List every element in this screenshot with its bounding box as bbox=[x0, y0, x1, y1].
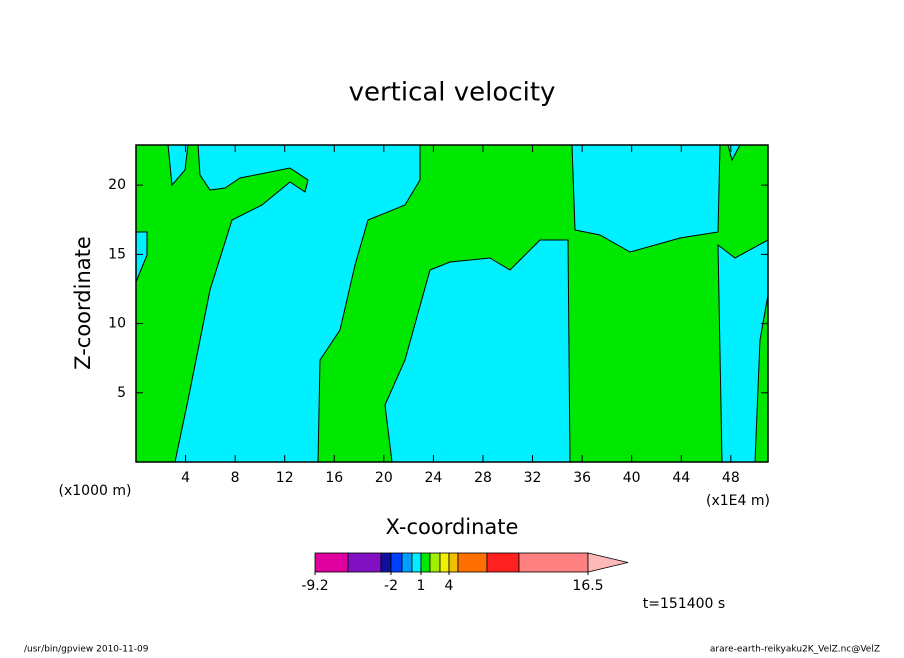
colorbar-segment bbox=[390, 552, 403, 573]
colorbar-segment bbox=[411, 552, 422, 573]
y-tick-label: 20 bbox=[108, 177, 126, 193]
colorbar-segment bbox=[486, 552, 520, 573]
footer-left: /usr/bin/gpview 2010-11-09 bbox=[24, 645, 149, 655]
colorbar-segment bbox=[448, 552, 459, 573]
contour-region bbox=[174, 144, 421, 463]
x-tick-label: 16 bbox=[325, 470, 343, 486]
footer-right: arare-earth-reikyaku2K_VelZ.nc@VelZ bbox=[710, 645, 880, 655]
x-scale-label: (x1E4 m) bbox=[706, 493, 770, 509]
plot-frame bbox=[135, 144, 769, 463]
x-tick-label: 12 bbox=[276, 470, 294, 486]
x-tick-label: 48 bbox=[722, 470, 740, 486]
x-tick-label: 20 bbox=[375, 470, 393, 486]
colorbar-segment bbox=[429, 552, 441, 573]
y-axis-title: Z-coordinate bbox=[71, 236, 95, 370]
colorbar-segment bbox=[518, 552, 589, 573]
colorbar-segment bbox=[420, 552, 431, 573]
contour-region bbox=[384, 239, 571, 463]
colorbar-segment bbox=[347, 552, 382, 573]
y-tick-label: 10 bbox=[108, 316, 126, 332]
colorbar-segment bbox=[457, 552, 488, 573]
colorbar-tick-label: 16.5 bbox=[572, 578, 603, 594]
colorbar-segment bbox=[401, 552, 413, 573]
colorbar-segment bbox=[380, 552, 392, 573]
y-scale-label: (x1000 m) bbox=[59, 483, 132, 499]
x-tick-label: 32 bbox=[524, 470, 542, 486]
x-tick-label: 44 bbox=[672, 470, 690, 486]
x-tick-label: 28 bbox=[474, 470, 492, 486]
colorbar-extension bbox=[587, 552, 629, 573]
x-tick-label: 4 bbox=[181, 470, 190, 486]
contour-region bbox=[571, 144, 721, 253]
y-tick-label: 15 bbox=[108, 246, 126, 262]
colorbar-tick-label: -9.2 bbox=[301, 578, 328, 594]
contour-field bbox=[135, 144, 769, 463]
colorbar-segment bbox=[314, 552, 349, 573]
x-axis-title: X-coordinate bbox=[386, 515, 519, 539]
chart-title: vertical velocity bbox=[349, 78, 556, 108]
y-tick-label: 5 bbox=[117, 385, 126, 401]
x-tick-label: 40 bbox=[623, 470, 641, 486]
x-tick-label: 24 bbox=[424, 470, 442, 486]
colorbar-tick-label: 1 bbox=[417, 578, 426, 594]
colorbar-tick-label: -2 bbox=[384, 578, 398, 594]
x-tick-label: 36 bbox=[573, 470, 591, 486]
x-tick-label: 8 bbox=[231, 470, 240, 486]
time-annotation: t=151400 s bbox=[643, 596, 725, 612]
colorbar-tick-label: 4 bbox=[445, 578, 454, 594]
colorbar-segment bbox=[439, 552, 450, 573]
